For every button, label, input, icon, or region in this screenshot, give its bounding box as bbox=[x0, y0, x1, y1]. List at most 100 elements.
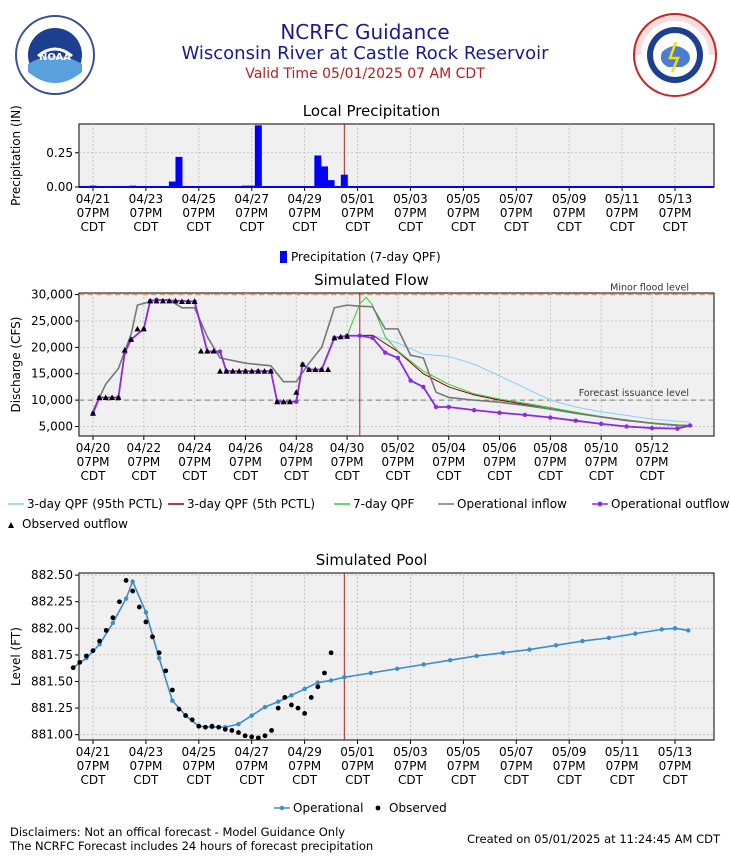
chart-title: Simulated Flow bbox=[314, 271, 429, 289]
noaa-logo-text: NOAA bbox=[39, 52, 71, 63]
x-tick-label: CDT bbox=[345, 773, 371, 787]
series-point bbox=[294, 399, 299, 404]
plot-area bbox=[78, 123, 715, 188]
observed-point bbox=[255, 735, 261, 741]
disclaimer-line-1: Disclaimers: Not an offical forecast - M… bbox=[10, 825, 346, 839]
x-tick-label: 04/23 bbox=[129, 192, 164, 206]
observed-point bbox=[295, 705, 301, 711]
x-tick-label: 07PM bbox=[447, 206, 480, 220]
series-point bbox=[302, 686, 307, 692]
x-tick-label: 07PM bbox=[394, 206, 427, 220]
y-tick-label: 881.75 bbox=[31, 648, 73, 662]
plot-area bbox=[78, 572, 715, 741]
observed-point bbox=[322, 670, 327, 676]
x-tick-label: 04/27 bbox=[234, 745, 269, 759]
precip-bar bbox=[168, 181, 176, 187]
x-tick-label: 05/09 bbox=[552, 192, 587, 206]
legend-label: 3-day QPF (95th PCTL) bbox=[27, 497, 163, 511]
observed-point bbox=[328, 650, 334, 656]
x-tick-label: 04/21 bbox=[76, 745, 111, 759]
observed-point bbox=[96, 394, 103, 400]
observed-point bbox=[90, 410, 96, 416]
series-point bbox=[110, 620, 116, 626]
series-point bbox=[624, 424, 629, 429]
x-tick-label: 05/05 bbox=[446, 745, 481, 759]
observed-point bbox=[197, 348, 204, 354]
observed-point bbox=[110, 615, 116, 621]
x-tick-label: 04/20 bbox=[76, 441, 111, 455]
precip-bar bbox=[340, 174, 348, 187]
x-tick-label: 07PM bbox=[606, 206, 639, 220]
observed-point bbox=[210, 348, 217, 354]
x-tick-label: 07PM bbox=[129, 759, 162, 773]
x-tick-label: 07PM bbox=[341, 206, 374, 220]
observed-point bbox=[83, 653, 89, 659]
series-point bbox=[421, 662, 426, 667]
observed-point bbox=[248, 368, 255, 374]
observed-point bbox=[315, 684, 321, 690]
x-tick-label: 04/23 bbox=[129, 745, 164, 759]
x-tick-label: 07PM bbox=[77, 455, 110, 469]
x-tick-label: 07PM bbox=[534, 455, 567, 469]
series-point bbox=[522, 412, 528, 418]
precip-bar bbox=[129, 185, 137, 187]
x-tick-label: 05/12 bbox=[635, 441, 670, 455]
x-tick-label: 05/04 bbox=[431, 441, 466, 455]
x-tick-label: 04/29 bbox=[287, 745, 322, 759]
x-tick-label: 07PM bbox=[288, 759, 321, 773]
observed-point bbox=[275, 705, 281, 711]
observed-point bbox=[282, 695, 288, 700]
series-point bbox=[130, 579, 135, 584]
x-tick-label: 07PM bbox=[447, 759, 480, 773]
x-tick-label: 04/25 bbox=[182, 192, 217, 206]
x-tick-label: CDT bbox=[663, 773, 689, 787]
observed-point bbox=[166, 297, 173, 304]
x-tick-label: CDT bbox=[557, 220, 583, 234]
x-tick-label: CDT bbox=[610, 220, 636, 234]
series-point bbox=[395, 666, 400, 671]
x-tick-label: 05/13 bbox=[658, 192, 693, 206]
x-tick-label: 07PM bbox=[341, 759, 374, 773]
y-tick-label: 10,000 bbox=[31, 393, 73, 407]
observed-point bbox=[172, 297, 179, 304]
precip-bar bbox=[89, 185, 97, 187]
y-tick-label: 0.25 bbox=[46, 146, 73, 160]
x-tick-label: 07PM bbox=[331, 455, 364, 469]
x-tick-label: CDT bbox=[451, 220, 477, 234]
x-tick-label: 05/03 bbox=[393, 192, 428, 206]
series-point bbox=[497, 410, 502, 415]
series-point bbox=[123, 596, 129, 601]
x-tick-label: 07PM bbox=[636, 455, 669, 469]
x-tick-label: 07PM bbox=[394, 759, 427, 773]
x-tick-label: 04/30 bbox=[330, 441, 365, 455]
x-tick-label: 07PM bbox=[178, 455, 211, 469]
observed-point bbox=[318, 366, 325, 373]
observed-point bbox=[274, 398, 281, 405]
x-tick-label: CDT bbox=[589, 469, 615, 483]
x-tick-label: CDT bbox=[284, 469, 310, 483]
x-tick-label: CDT bbox=[186, 220, 212, 234]
y-tick-label: 881.50 bbox=[31, 674, 73, 688]
reference-label: Minor flood level bbox=[610, 283, 689, 294]
x-tick-label: CDT bbox=[398, 220, 424, 234]
observed-point bbox=[109, 394, 116, 400]
x-tick-label: CDT bbox=[538, 469, 564, 483]
page-subtitle: Wisconsin River at Castle Rock Reservoir bbox=[181, 43, 549, 64]
observed-point bbox=[209, 723, 215, 729]
series-point bbox=[342, 675, 347, 680]
series-point bbox=[633, 631, 638, 636]
series-point bbox=[370, 335, 375, 341]
observed-point bbox=[280, 398, 287, 405]
observed-point bbox=[150, 634, 155, 640]
observed-point bbox=[223, 368, 230, 374]
precip-bar bbox=[248, 185, 256, 187]
x-tick-label: 07PM bbox=[182, 759, 215, 773]
y-axis-label: Discharge (CFS) bbox=[9, 317, 23, 413]
x-tick-label: CDT bbox=[640, 469, 666, 483]
x-tick-label: 07PM bbox=[235, 206, 268, 220]
x-tick-label: 07PM bbox=[659, 759, 692, 773]
observed-point bbox=[344, 333, 351, 339]
observed-point bbox=[229, 368, 236, 374]
legend-label: Operational inflow bbox=[457, 497, 567, 511]
series-point bbox=[421, 384, 426, 390]
